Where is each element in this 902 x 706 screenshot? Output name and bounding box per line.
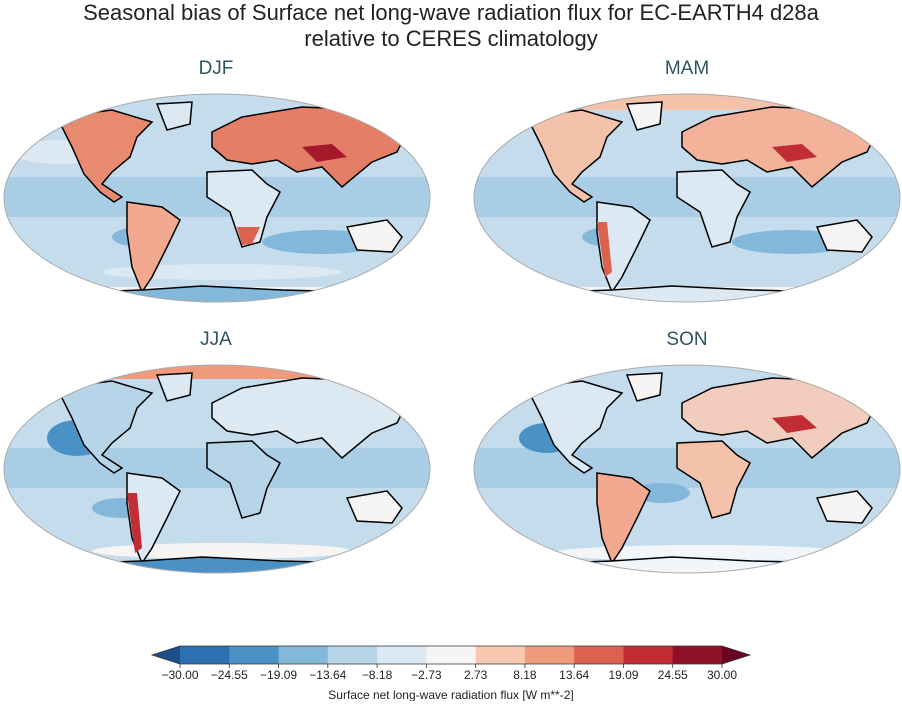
colorbar-extend-max — [722, 646, 750, 664]
map-panel-mam — [473, 93, 901, 303]
land-greenland — [625, 101, 663, 131]
land-greenland — [155, 372, 193, 402]
colorbar-tick-label: −24.55 — [211, 668, 248, 682]
land-africa — [206, 169, 281, 248]
land-north-america — [55, 109, 154, 203]
land-africa — [206, 440, 281, 519]
land-north-america — [55, 380, 154, 474]
land-antarctica — [474, 285, 900, 302]
colorbar-tick-label: 30.00 — [707, 668, 737, 682]
colorbar-bin — [475, 646, 526, 664]
land-tibet-anomaly — [302, 144, 347, 162]
colorbar-bin — [672, 646, 723, 664]
colorbar-bin — [278, 646, 329, 664]
figure-title: Seasonal bias of Surface net long-wave r… — [83, 0, 819, 51]
land-australia — [815, 490, 873, 524]
land-africa — [676, 169, 751, 248]
land-antarctica — [4, 556, 430, 573]
colorbar-tick-label: 2.73 — [464, 668, 488, 682]
land-andes-anomaly — [127, 493, 142, 553]
colorbar-bin — [327, 646, 378, 664]
land-greenland — [625, 372, 663, 402]
land-north-america — [525, 109, 624, 203]
colorbar-tick-label: 19.09 — [608, 668, 638, 682]
land-australia — [815, 219, 873, 253]
colorbar-tick-label: −30.00 — [161, 668, 198, 682]
map-panel-djf — [3, 93, 431, 303]
land-antarctica — [4, 285, 430, 302]
colorbar-bin — [229, 646, 280, 664]
ocean-anomaly — [92, 543, 352, 559]
colorbar-tick-label: −8.18 — [362, 668, 393, 682]
ocean-anomaly — [634, 483, 690, 503]
map-frame — [473, 364, 901, 574]
arctic-band — [474, 94, 900, 110]
land-africa — [676, 440, 751, 519]
colorbar-tick-label: 24.55 — [658, 668, 688, 682]
land-africa-south-anomaly — [237, 227, 260, 245]
colorbar-extend-min — [152, 646, 180, 664]
land-tibet-anomaly — [772, 144, 817, 162]
land-tibet-anomaly — [772, 415, 817, 433]
map-frame — [3, 364, 431, 574]
ocean-anomaly — [552, 545, 852, 561]
colorbar: −30.00 −24.55 −19.09 −13.64 −8.18 −2.73 2.73 8.… — [150, 645, 752, 701]
colorbar-label: Surface net long-wave radiation flux [W … — [328, 688, 573, 701]
land-north-america — [525, 380, 624, 474]
colorbar-bin — [180, 646, 230, 664]
colorbar-bin — [426, 646, 477, 664]
colorbar-tick-label: 13.64 — [559, 668, 589, 682]
map-panel-jja — [3, 364, 431, 574]
colorbar-bin — [524, 646, 575, 664]
land-south-america — [126, 201, 181, 294]
colorbar-bin — [623, 646, 674, 664]
land-greenland — [155, 101, 193, 131]
land-australia — [345, 219, 403, 253]
map-frame — [3, 93, 431, 303]
panel-title-mam: MAM — [664, 58, 710, 79]
colorbar-bin — [574, 646, 624, 664]
panel-title-djf: DJF — [198, 58, 234, 79]
land-australia — [345, 490, 403, 524]
panel-title-son: SON — [666, 329, 708, 350]
colorbar-bin — [377, 646, 427, 664]
land-antarctica — [474, 556, 900, 573]
colorbar-tick-label: 8.18 — [513, 668, 537, 682]
colorbar-tick-label: −13.64 — [309, 668, 346, 682]
land-andes-anomaly — [597, 222, 612, 277]
colorbar-tick-label: −19.09 — [260, 668, 297, 682]
panel-title-jja: JJA — [200, 329, 232, 350]
map-frame — [473, 93, 901, 303]
ocean-anomaly — [102, 264, 342, 280]
map-panel-son — [473, 364, 901, 574]
colorbar-tick-label: −2.73 — [411, 668, 442, 682]
land-south-america — [596, 472, 651, 565]
